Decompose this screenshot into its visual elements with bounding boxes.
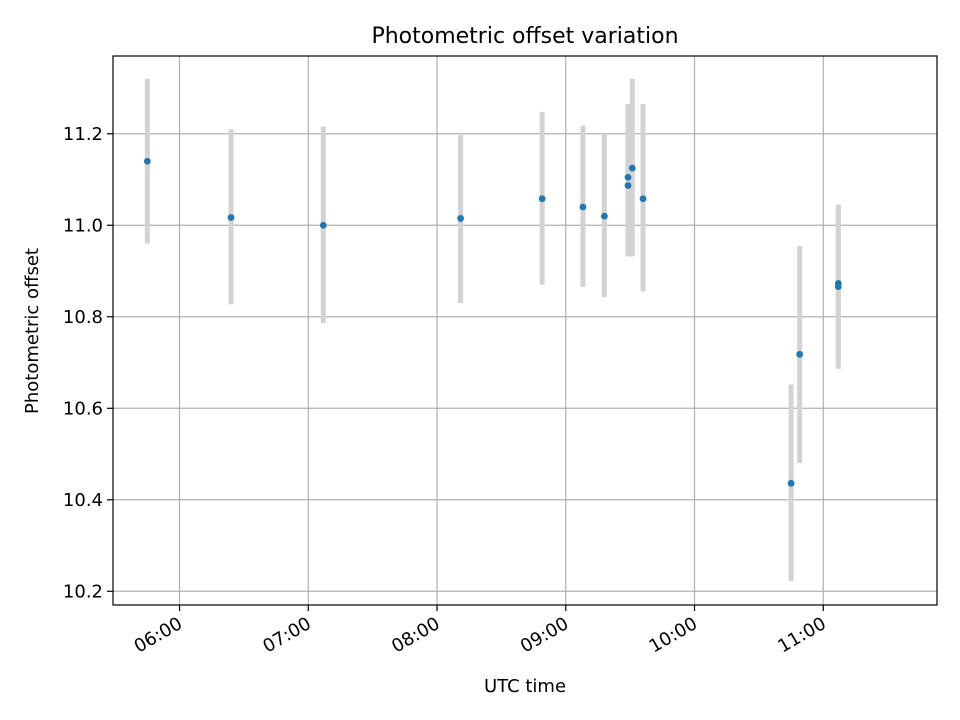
data-point (579, 203, 587, 211)
data-point (600, 212, 608, 220)
y-tick-label: 11.2 (63, 124, 103, 145)
y-tick-label: 10.8 (63, 307, 103, 328)
x-axis-label: UTC time (484, 676, 566, 697)
data-point (628, 164, 636, 172)
data-point (227, 214, 235, 221)
data-point (457, 215, 465, 222)
data-point (834, 283, 842, 290)
data-point (319, 221, 327, 229)
data-point (787, 479, 795, 487)
data-point (624, 173, 632, 181)
data-points (143, 157, 842, 487)
y-tick-label: 10.2 (63, 581, 103, 602)
data-point (639, 195, 647, 203)
y-tick-label: 10.4 (63, 490, 103, 511)
chart-title: Photometric offset variation (371, 24, 678, 49)
data-point (538, 195, 546, 203)
data-point (624, 182, 632, 189)
y-tick-label: 11.0 (63, 215, 103, 236)
y-axis-label: Photometric offset (22, 248, 43, 414)
y-axis: 10.2 10.4 10.6 10.8 11.0 11.2 (63, 124, 113, 602)
plot-frame (112, 55, 938, 606)
y-tick-label: 10.6 (63, 398, 103, 419)
data-point (143, 157, 151, 165)
data-point (796, 350, 804, 358)
